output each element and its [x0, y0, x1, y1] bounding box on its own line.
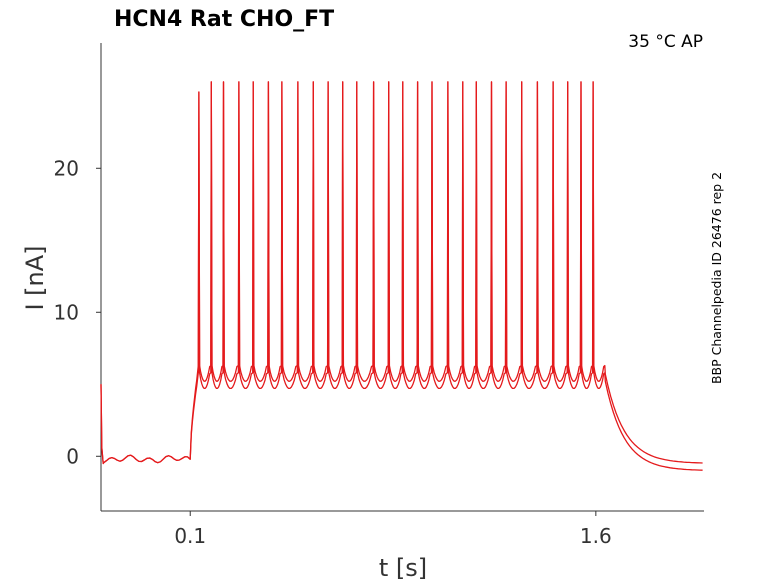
x-tick-label: 1.6	[580, 524, 612, 548]
chart-title: HCN4 Rat CHO_FT	[114, 7, 334, 32]
y-tick-label: 10	[54, 300, 79, 324]
y-tick-label: 20	[54, 156, 79, 180]
tick-group: 0 10 20 0.1 1.6	[54, 156, 612, 548]
x-axis-label: t [s]	[379, 554, 427, 582]
source-label: BBP Channelpedia ID 26476 rep 2	[709, 172, 724, 384]
y-tick-label: 0	[66, 444, 79, 468]
condition-annotation: 35 °C AP	[628, 32, 703, 52]
y-axis-label: I [nA]	[21, 245, 49, 310]
trace-group	[100, 81, 703, 471]
current-trace-2	[100, 81, 703, 471]
current-trace-1	[100, 81, 703, 465]
x-tick-label: 0.1	[174, 524, 206, 548]
